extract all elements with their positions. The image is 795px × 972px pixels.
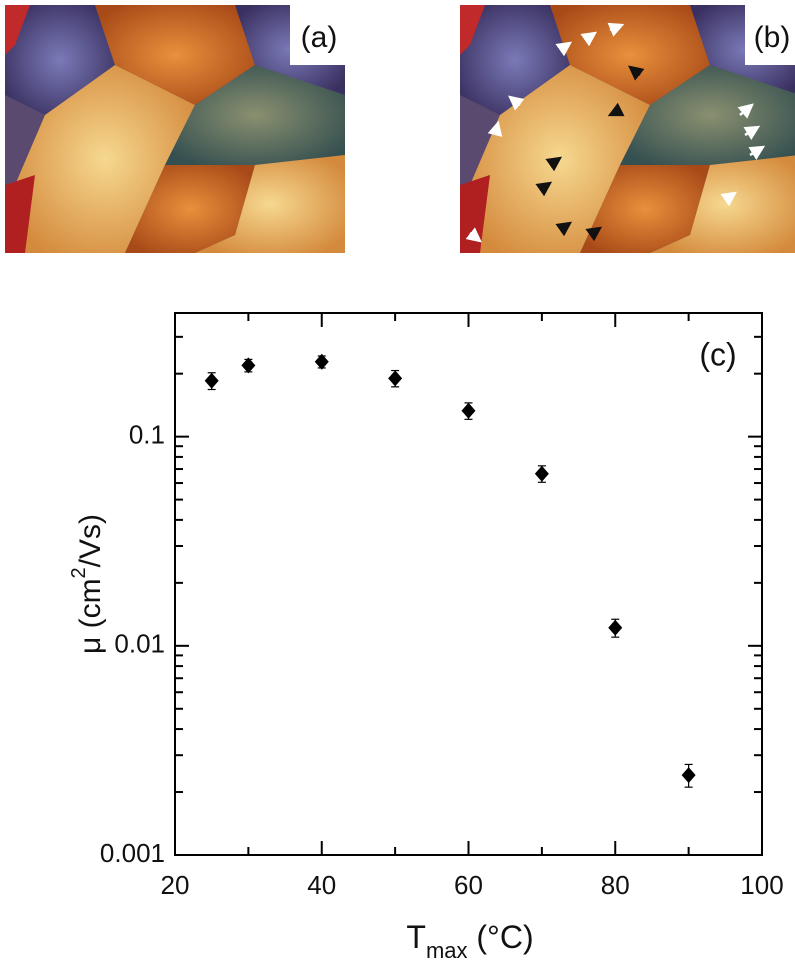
data-point	[388, 370, 403, 387]
micrograph-b: (b)	[460, 5, 795, 253]
x-tick-label: 60	[454, 870, 483, 900]
y-label-sup: 2	[68, 567, 90, 578]
panel-label: (a)	[301, 21, 338, 54]
x-tick-label: 20	[161, 870, 190, 900]
x-tick-label: 40	[307, 870, 336, 900]
micrograph-a: (a)	[5, 5, 345, 253]
panel-label: (b)	[754, 21, 791, 54]
y-label-text: μ (cm	[74, 578, 107, 654]
data-point	[681, 767, 696, 784]
x-tick-label: 80	[601, 870, 630, 900]
data-point	[534, 465, 549, 482]
data-point	[204, 372, 219, 389]
x-label-text: T	[406, 919, 426, 955]
plot-frame	[174, 312, 763, 856]
data-point	[241, 357, 256, 374]
y-tick-label: 0.1	[129, 420, 165, 450]
data-point	[314, 353, 329, 370]
y-tick-label: 0.01	[114, 629, 165, 659]
x-tick-label: 100	[740, 870, 783, 900]
panel-label: (c)	[699, 336, 736, 372]
x-label-text: (°C)	[468, 919, 534, 955]
y-tick-label: 0.001	[100, 838, 165, 868]
data-point	[461, 402, 476, 419]
x-axis-label: Tmax (°C)	[406, 919, 533, 962]
x-label-sub: max	[426, 938, 468, 963]
y-label-text: /Vs)	[74, 514, 107, 567]
y-axis-label: μ (cm2/Vs)	[68, 514, 107, 654]
data-point	[608, 619, 623, 636]
